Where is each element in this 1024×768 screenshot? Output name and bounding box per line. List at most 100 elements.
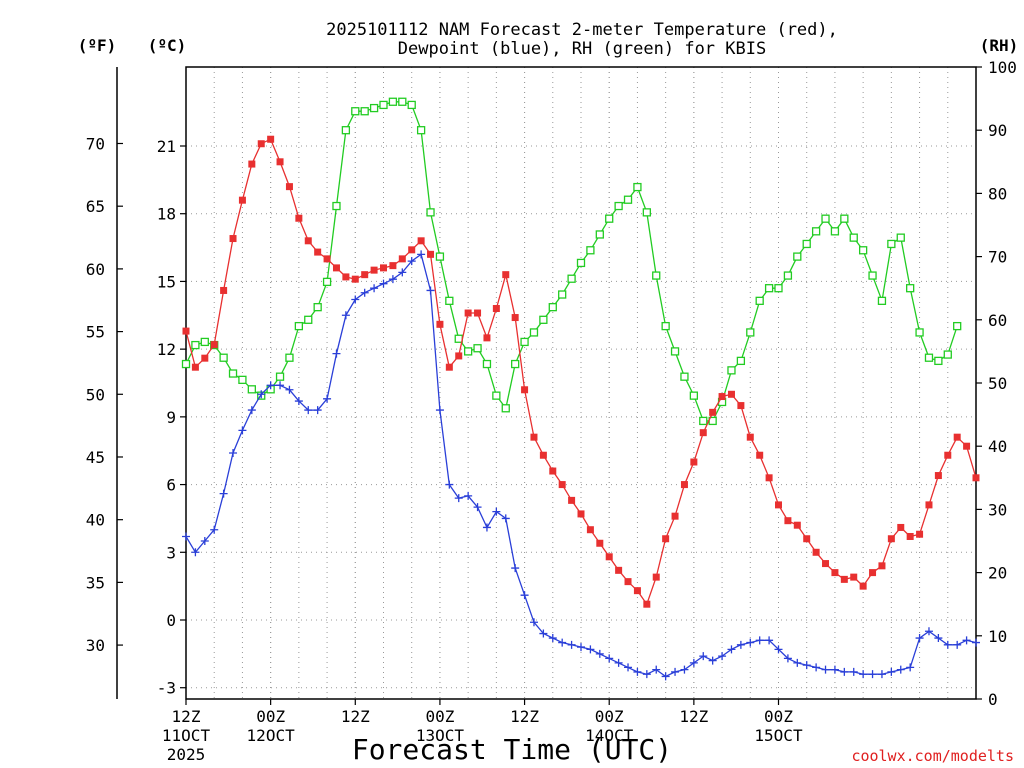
- rh-point: [623, 195, 633, 204]
- fahrenheit-tick-label: 50: [86, 385, 105, 404]
- time-tick-label: 00Z: [256, 707, 285, 726]
- dewpoint-point: [849, 667, 858, 676]
- dewpoint-point: [577, 643, 585, 652]
- temperature-point: [793, 521, 801, 529]
- temperature-point: [775, 501, 782, 509]
- dewpoint-point: [323, 394, 332, 403]
- temperature-point: [361, 271, 369, 279]
- temperature-point: [934, 472, 942, 480]
- rh-point: [887, 239, 896, 249]
- temperature-point: [238, 196, 246, 204]
- temperature-point: [916, 530, 924, 538]
- dewpoint-point: [379, 279, 388, 288]
- dewpoint-point: [454, 494, 463, 503]
- rh-point: [840, 214, 849, 223]
- dewpoint-point: [765, 636, 774, 645]
- temperature-point: [887, 535, 895, 543]
- rh-point: [238, 375, 247, 384]
- rh-point: [473, 344, 482, 353]
- rh-tick-label: 30: [988, 500, 1007, 519]
- temperature-point: [445, 363, 453, 371]
- dewpoint-point: [247, 406, 256, 415]
- temperature-point: [953, 433, 961, 441]
- dewpoint-point: [191, 548, 200, 557]
- temperature-point: [662, 535, 670, 543]
- rh-point: [341, 126, 351, 135]
- dewpoint-point: [360, 288, 369, 297]
- dewpoint-point: [370, 284, 379, 293]
- dewpoint-series: [182, 250, 980, 681]
- rh-point: [642, 208, 651, 217]
- rh-tick-label: 100: [988, 58, 1017, 77]
- dewpoint-point: [868, 670, 877, 679]
- rh-point: [200, 337, 209, 347]
- rh-point: [811, 227, 821, 236]
- dewpoint-point: [492, 507, 501, 516]
- temperature-point: [285, 183, 293, 191]
- temperature-point: [925, 501, 933, 509]
- time-tick-label: 12Z: [341, 707, 370, 726]
- fahrenheit-tick-label: 65: [86, 197, 105, 216]
- dewpoint-point: [586, 645, 595, 654]
- dewpoint-point: [426, 286, 435, 295]
- rh-unit-label: (RH): [980, 36, 1019, 55]
- temperature-point: [897, 523, 905, 531]
- dewpoint-point: [200, 537, 209, 545]
- rh-point: [558, 290, 567, 299]
- dewpoint-point: [520, 591, 529, 600]
- dewpoint-point: [605, 654, 614, 663]
- rh-point: [501, 404, 510, 413]
- dewpoint-point: [652, 665, 661, 674]
- dewpoint-point: [962, 636, 971, 645]
- temperature-point: [784, 517, 792, 525]
- rh-point: [379, 100, 388, 110]
- rh-point: [953, 321, 962, 331]
- temperature-series: [182, 135, 980, 608]
- rh-point: [492, 391, 501, 400]
- temperature-point: [502, 271, 510, 279]
- rh-point: [576, 258, 586, 268]
- rh-tick-label: 90: [988, 121, 1007, 140]
- dewpoint-point: [774, 645, 783, 654]
- temperature-point: [323, 255, 331, 263]
- rh-point: [689, 391, 699, 400]
- temperature-point: [878, 562, 886, 570]
- rh-point: [332, 201, 341, 211]
- rh-point: [304, 315, 313, 324]
- dewpoint-point: [614, 658, 623, 667]
- dewpoint-point: [266, 381, 275, 390]
- rh-point: [670, 347, 680, 356]
- celsius-tick-label: 3: [166, 543, 176, 562]
- temperature-point: [727, 390, 735, 398]
- rh-point: [463, 347, 473, 356]
- temperature-line: [185, 138, 977, 606]
- time-tick-label: 00Z: [425, 707, 454, 726]
- rh-point: [511, 359, 520, 369]
- rh-point: [764, 284, 774, 293]
- dewpoint-point: [915, 634, 924, 643]
- temperature-point: [671, 512, 679, 520]
- dewpoint-point: [558, 638, 567, 647]
- rh-point: [285, 353, 294, 362]
- rh-point: [652, 271, 661, 280]
- temperature-point: [633, 587, 641, 595]
- dewpoint-point: [783, 654, 792, 663]
- rh-tick-label: 50: [988, 374, 1007, 393]
- dewpoint-point: [529, 618, 538, 627]
- temperature-point: [746, 433, 754, 441]
- dewpoint-point: [464, 491, 473, 500]
- temperature-point: [229, 235, 237, 243]
- rh-point: [351, 107, 360, 116]
- fahrenheit-tick-label: 30: [86, 636, 105, 655]
- dewpoint-point: [718, 652, 727, 661]
- rh-point: [802, 239, 811, 249]
- rh-point: [520, 337, 529, 347]
- dewpoint-point: [671, 667, 680, 676]
- temperature-point: [455, 352, 463, 360]
- temperature-point: [267, 135, 275, 143]
- temperature-point: [427, 250, 435, 258]
- temperature-point: [680, 481, 688, 489]
- temperature-point: [539, 451, 547, 459]
- dewpoint-point: [972, 638, 980, 647]
